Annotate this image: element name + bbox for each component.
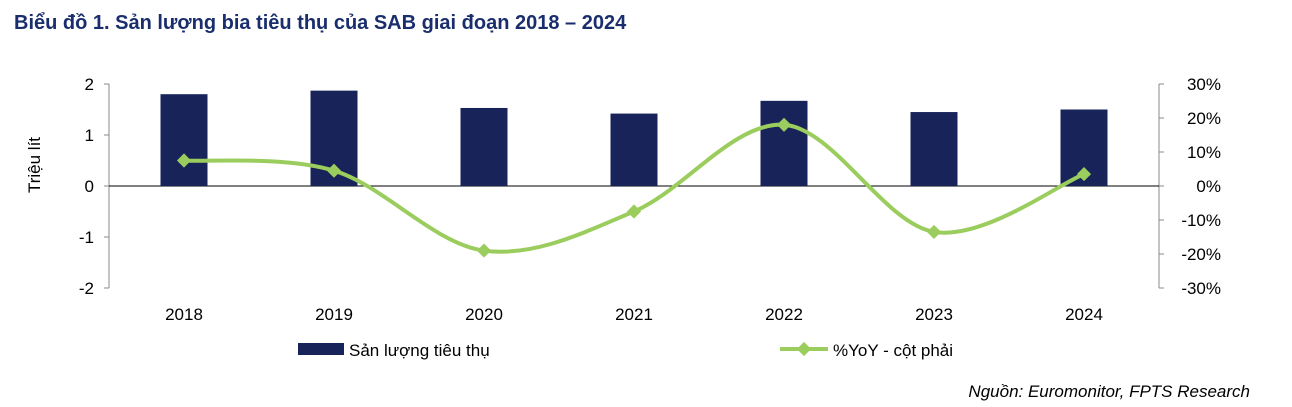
yoy-marker xyxy=(776,117,792,132)
yoy-marker xyxy=(476,243,492,258)
x-tick-label: 2020 xyxy=(465,305,503,324)
legend-label-bar: Sản lượng tiêu thụ xyxy=(349,341,490,360)
bar xyxy=(910,112,958,186)
legend: Sản lượng tiêu thụ %YoY - cột phải xyxy=(298,341,953,360)
x-tick-label: 2022 xyxy=(765,305,803,324)
x-tick-label: 2023 xyxy=(915,305,953,324)
yoy-marker xyxy=(326,163,342,178)
bar-series xyxy=(160,90,1108,186)
y2-tick-label: -20% xyxy=(1181,245,1221,264)
line-series xyxy=(176,117,1092,258)
y-tick-label: -1 xyxy=(79,228,94,247)
yoy-marker xyxy=(1076,167,1092,182)
source-note: Nguồn: Euromonitor, FPTS Research xyxy=(968,382,1250,401)
legend-swatch-bar xyxy=(298,343,344,355)
legend-swatch-marker xyxy=(796,341,812,357)
y-tick-label: -2 xyxy=(79,279,94,298)
y2-tick-label: 0% xyxy=(1196,177,1221,196)
bar xyxy=(160,94,208,186)
y-tick-label: 1 xyxy=(85,126,94,145)
y-axis-ticks: 2 1 0 -1 -2 xyxy=(79,75,109,298)
yoy-marker xyxy=(926,224,942,239)
bar xyxy=(460,107,508,186)
y2-axis-ticks: 30% 20% 10% 0% -10% -20% -30% xyxy=(1159,75,1221,298)
y2-tick-label: 20% xyxy=(1187,109,1221,128)
legend-label-line: %YoY - cột phải xyxy=(833,341,953,360)
x-tick-label: 2018 xyxy=(165,305,203,324)
y2-tick-label: -10% xyxy=(1181,211,1221,230)
x-axis-ticks: 2018 2019 2020 2021 2022 2023 2024 xyxy=(165,305,1103,324)
chart-title: Biểu đồ 1. Sản lượng bia tiêu thụ của SA… xyxy=(14,12,627,34)
yoy-marker xyxy=(626,204,642,219)
y2-tick-label: 30% xyxy=(1187,75,1221,94)
y2-tick-label: -30% xyxy=(1181,279,1221,298)
bar xyxy=(760,100,808,186)
x-tick-label: 2024 xyxy=(1065,305,1103,324)
yoy-marker xyxy=(176,153,192,168)
y-tick-label: 2 xyxy=(85,75,94,94)
x-tick-label: 2021 xyxy=(615,305,653,324)
y-tick-label: 0 xyxy=(85,177,94,196)
x-tick-label: 2019 xyxy=(315,305,353,324)
y2-tick-label: 10% xyxy=(1187,143,1221,162)
bar xyxy=(610,113,658,186)
y-axis-label: Triệu lít xyxy=(25,137,44,193)
